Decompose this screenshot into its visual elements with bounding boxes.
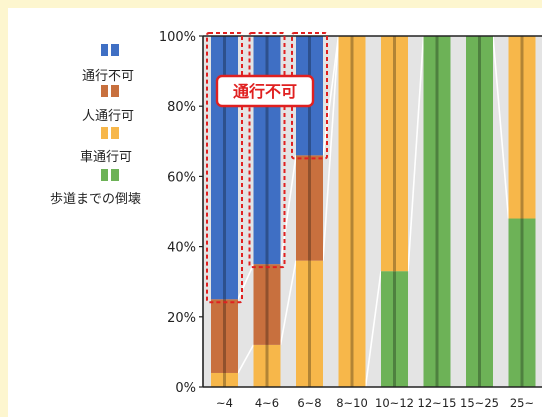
x-tick-label: ~4 bbox=[216, 396, 233, 410]
annotation-label: 通行不可 bbox=[233, 82, 297, 101]
bar-segment bbox=[211, 299, 238, 373]
legend-label-impassable: 通行不可 bbox=[82, 69, 135, 84]
bar-segment bbox=[423, 36, 451, 387]
bar-segment bbox=[338, 36, 366, 387]
y-tick-label: 20% bbox=[167, 311, 196, 326]
legend-swatch-pedestrian bbox=[101, 85, 119, 97]
legend-swatch-vehicle bbox=[101, 127, 119, 139]
bar-segment bbox=[253, 36, 281, 265]
legend-label-pedestrian: 人通行可 bbox=[82, 109, 135, 124]
connector-line bbox=[492, 35, 510, 219]
connector-line bbox=[237, 263, 255, 300]
legend-label-vehicle: 車通行可 bbox=[80, 150, 133, 165]
bar-segment bbox=[253, 264, 281, 345]
connector-line bbox=[279, 155, 297, 265]
x-tick-label: 12~15 bbox=[418, 396, 457, 410]
x-tick-label: 4~6 bbox=[255, 396, 279, 410]
connector-line bbox=[237, 344, 255, 374]
y-tick-label: 100% bbox=[159, 30, 196, 45]
connector-line bbox=[407, 35, 425, 272]
connector-line bbox=[322, 35, 340, 156]
legend-label-sidewalk-collapse: 歩道までの倒壊 bbox=[50, 192, 142, 207]
highlight-box bbox=[206, 32, 243, 304]
bar-segment bbox=[211, 372, 238, 387]
bar-segment bbox=[381, 36, 408, 272]
bar-segment bbox=[508, 218, 536, 387]
bar-segment bbox=[296, 155, 323, 261]
x-tick-label: 10~12 bbox=[375, 396, 414, 410]
bar-segment bbox=[466, 36, 493, 387]
y-tick-label: 40% bbox=[167, 241, 196, 256]
connector-line bbox=[364, 271, 382, 388]
highlight-box bbox=[248, 32, 286, 269]
bar-segment bbox=[253, 344, 281, 387]
y-tick-label: 0% bbox=[175, 381, 196, 396]
legend-swatch-sidewalk-collapse bbox=[101, 169, 119, 181]
bar-segment bbox=[381, 271, 408, 387]
y-tick-label: 60% bbox=[167, 170, 196, 185]
x-tick-label: 25~ bbox=[510, 396, 534, 410]
bar-segment bbox=[508, 36, 536, 219]
bar-segment bbox=[296, 260, 323, 387]
connector-line bbox=[322, 35, 340, 261]
y-tick-label: 80% bbox=[167, 100, 196, 115]
x-tick-label: 8~10 bbox=[336, 396, 368, 410]
x-tick-label: 15~25 bbox=[460, 396, 499, 410]
x-tick-label: 6~8 bbox=[297, 396, 321, 410]
connector-line bbox=[279, 260, 297, 346]
annotation-box bbox=[215, 74, 315, 108]
legend-swatch-impassable bbox=[101, 44, 119, 56]
